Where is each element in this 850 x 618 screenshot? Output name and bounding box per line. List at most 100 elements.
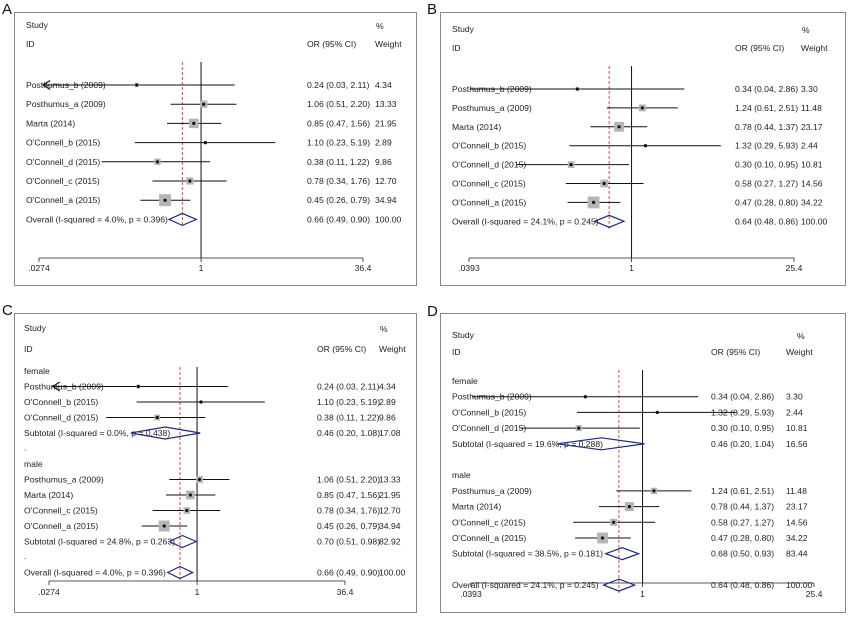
overall-label: Overall (I-squared = 24.1%, p = 0.245) bbox=[452, 580, 599, 590]
weight-value: 34.94 bbox=[375, 195, 397, 205]
or-ci-value: 0.38 (0.11, 1.22) bbox=[317, 413, 380, 423]
weight-value: 9.86 bbox=[379, 413, 396, 423]
point-estimate bbox=[185, 508, 189, 513]
weight-value: 3.30 bbox=[801, 84, 818, 94]
weight-value: 3.30 bbox=[786, 392, 803, 402]
x-tick-label: 1 bbox=[640, 589, 645, 599]
subgroup-label: female bbox=[452, 376, 478, 386]
weight-value: 34.94 bbox=[379, 521, 401, 531]
overall-diamond bbox=[602, 578, 637, 592]
or-ci-value: 0.47 (0.28, 0.80) bbox=[711, 533, 774, 543]
spacer-dot: . bbox=[24, 443, 26, 453]
header-id: ID bbox=[26, 39, 35, 49]
or-ci-value: 1.32 (0.29, 5.93) bbox=[711, 407, 774, 417]
subgroup-label: female bbox=[24, 366, 50, 376]
subtotal-diamond bbox=[557, 437, 645, 451]
weight-value: 82.92 bbox=[379, 537, 401, 547]
study-label: O'Connell_c (2015) bbox=[26, 176, 100, 186]
header-id: ID bbox=[452, 43, 461, 53]
study-label: Posthumus_a (2009) bbox=[24, 475, 104, 485]
or-ci-value: 0.45 (0.26, 0.79) bbox=[317, 521, 380, 531]
point-estimate bbox=[188, 179, 192, 183]
forest-plot-svg: Study ID OR (95% CI)% Weight .0274 1 36.4 femal… bbox=[24, 323, 406, 597]
point-estimate bbox=[199, 400, 203, 404]
header-weight-percent: % bbox=[802, 25, 810, 35]
weight-value: 21.95 bbox=[375, 118, 397, 128]
or-ci-value: 0.64 (0.48, 0.86) bbox=[711, 580, 774, 590]
forest-plot-svg: Study ID OR (95% CI)% Weight .0393 1 25.4 femal… bbox=[452, 330, 823, 599]
point-estimate bbox=[600, 536, 605, 540]
or-ci-value: 0.66 (0.49, 0.90) bbox=[317, 568, 380, 578]
weight-value: 83.44 bbox=[786, 549, 808, 559]
study-label: O'Connell_a (2015) bbox=[452, 197, 526, 207]
or-ci-value: 0.30 (0.10, 0.95) bbox=[735, 160, 798, 170]
weight-value: 4.34 bbox=[375, 80, 392, 90]
study-label: Posthumus_a (2009) bbox=[26, 99, 106, 109]
point-estimate bbox=[655, 410, 659, 414]
point-estimate bbox=[569, 163, 573, 167]
overall-label: Overall (I-squared = 4.0%, p = 0.396) bbox=[24, 568, 166, 578]
or-ci-value: 1.24 (0.61, 2.51) bbox=[735, 103, 798, 113]
header-or-ci: OR (95% CI) bbox=[307, 39, 356, 49]
or-ci-value: 0.45 (0.26, 0.79) bbox=[307, 195, 370, 205]
point-estimate bbox=[136, 384, 140, 389]
point-estimate bbox=[202, 102, 206, 106]
x-tick-label: 1 bbox=[199, 263, 204, 273]
subgroup-label: male bbox=[452, 470, 471, 480]
study-label: Marta (2014) bbox=[452, 122, 501, 132]
or-ci-value: 0.58 (0.27, 1.27) bbox=[735, 179, 798, 189]
overall-label: Overall (I-squared = 4.0%, p = 0.396) bbox=[26, 214, 168, 224]
point-estimate bbox=[643, 144, 648, 148]
x-tick-label: 36.4 bbox=[337, 587, 354, 597]
point-estimate bbox=[135, 83, 139, 87]
or-ci-value: 1.06 (0.51, 2.20) bbox=[307, 99, 370, 109]
subtotal-diamond bbox=[130, 426, 201, 440]
panel-label-a: A bbox=[2, 1, 13, 18]
weight-value: 100.00 bbox=[786, 580, 813, 590]
or-ci-value: 0.46 (0.20, 1.08) bbox=[317, 428, 380, 438]
panel-label-d: D bbox=[427, 303, 438, 320]
forest-plot-svg: Study ID OR (95% CI)% Weight .0274 1 36.4 Posth… bbox=[26, 20, 402, 273]
weight-value: 23.17 bbox=[801, 122, 823, 132]
weight-value: 11.48 bbox=[786, 486, 807, 496]
subtotal-label: Subtotal (I-squared = 0.0%, p = 0.438) bbox=[24, 428, 170, 438]
subtotal-diamond bbox=[167, 534, 198, 549]
or-ci-value: 0.66 (0.49, 0.90) bbox=[307, 214, 370, 224]
header-or-ci: OR (95% CI) bbox=[317, 344, 366, 354]
weight-value: 17.08 bbox=[379, 428, 401, 438]
forest-plot-svg: Study ID OR (95% CI)% Weight .0393 1 25.4 Posth… bbox=[452, 24, 828, 273]
study-label: Marta (2014) bbox=[26, 118, 75, 128]
or-ci-value: 0.78 (0.34, 1.76) bbox=[307, 176, 370, 186]
weight-value: 10.81 bbox=[801, 160, 823, 170]
point-estimate bbox=[612, 520, 616, 524]
subtotal-label: Subtotal (I-squared = 38.5%, p = 0.181) bbox=[452, 549, 603, 559]
study-label: Marta (2014) bbox=[452, 502, 501, 512]
weight-value: 2.44 bbox=[786, 407, 803, 417]
overall-diamond bbox=[167, 212, 198, 227]
or-ci-value: 1.06 (0.51, 2.20) bbox=[317, 475, 380, 485]
study-label: O'Connell_d (2015) bbox=[452, 160, 526, 170]
or-ci-value: 0.30 (0.10, 0.95) bbox=[711, 423, 774, 433]
weight-value: 100.00 bbox=[375, 214, 402, 224]
or-ci-value: 0.64 (0.48, 0.86) bbox=[735, 216, 798, 226]
weight-value: 11.48 bbox=[801, 103, 822, 113]
forest-plot-a: Study ID OR (95% CI)% Weight .0274 1 36.4 Posth… bbox=[14, 12, 417, 286]
header-study: Study bbox=[26, 20, 49, 30]
panel-label-b: B bbox=[427, 1, 438, 18]
x-tick-label: .0274 bbox=[38, 587, 60, 597]
x-tick-label: 36.4 bbox=[355, 263, 372, 273]
or-ci-value: 0.78 (0.44, 1.37) bbox=[711, 502, 774, 512]
or-ci-value: 0.34 (0.04, 2.86) bbox=[735, 84, 798, 94]
point-estimate bbox=[583, 395, 587, 399]
header-or-ci: OR (95% CI) bbox=[711, 347, 760, 357]
ci-arrow bbox=[41, 79, 51, 91]
study-label: O'Connell_d (2015) bbox=[452, 423, 526, 433]
weight-value: 23.17 bbox=[786, 502, 808, 512]
weight-value: 2.89 bbox=[379, 397, 396, 407]
study-label: O'Connell_c (2015) bbox=[452, 517, 526, 527]
point-estimate bbox=[652, 489, 656, 493]
or-ci-value: 1.10 (0.23, 5.19) bbox=[317, 397, 380, 407]
x-tick-label: .0393 bbox=[460, 589, 482, 599]
subgroup-label: male bbox=[24, 459, 43, 469]
point-estimate bbox=[162, 524, 166, 528]
